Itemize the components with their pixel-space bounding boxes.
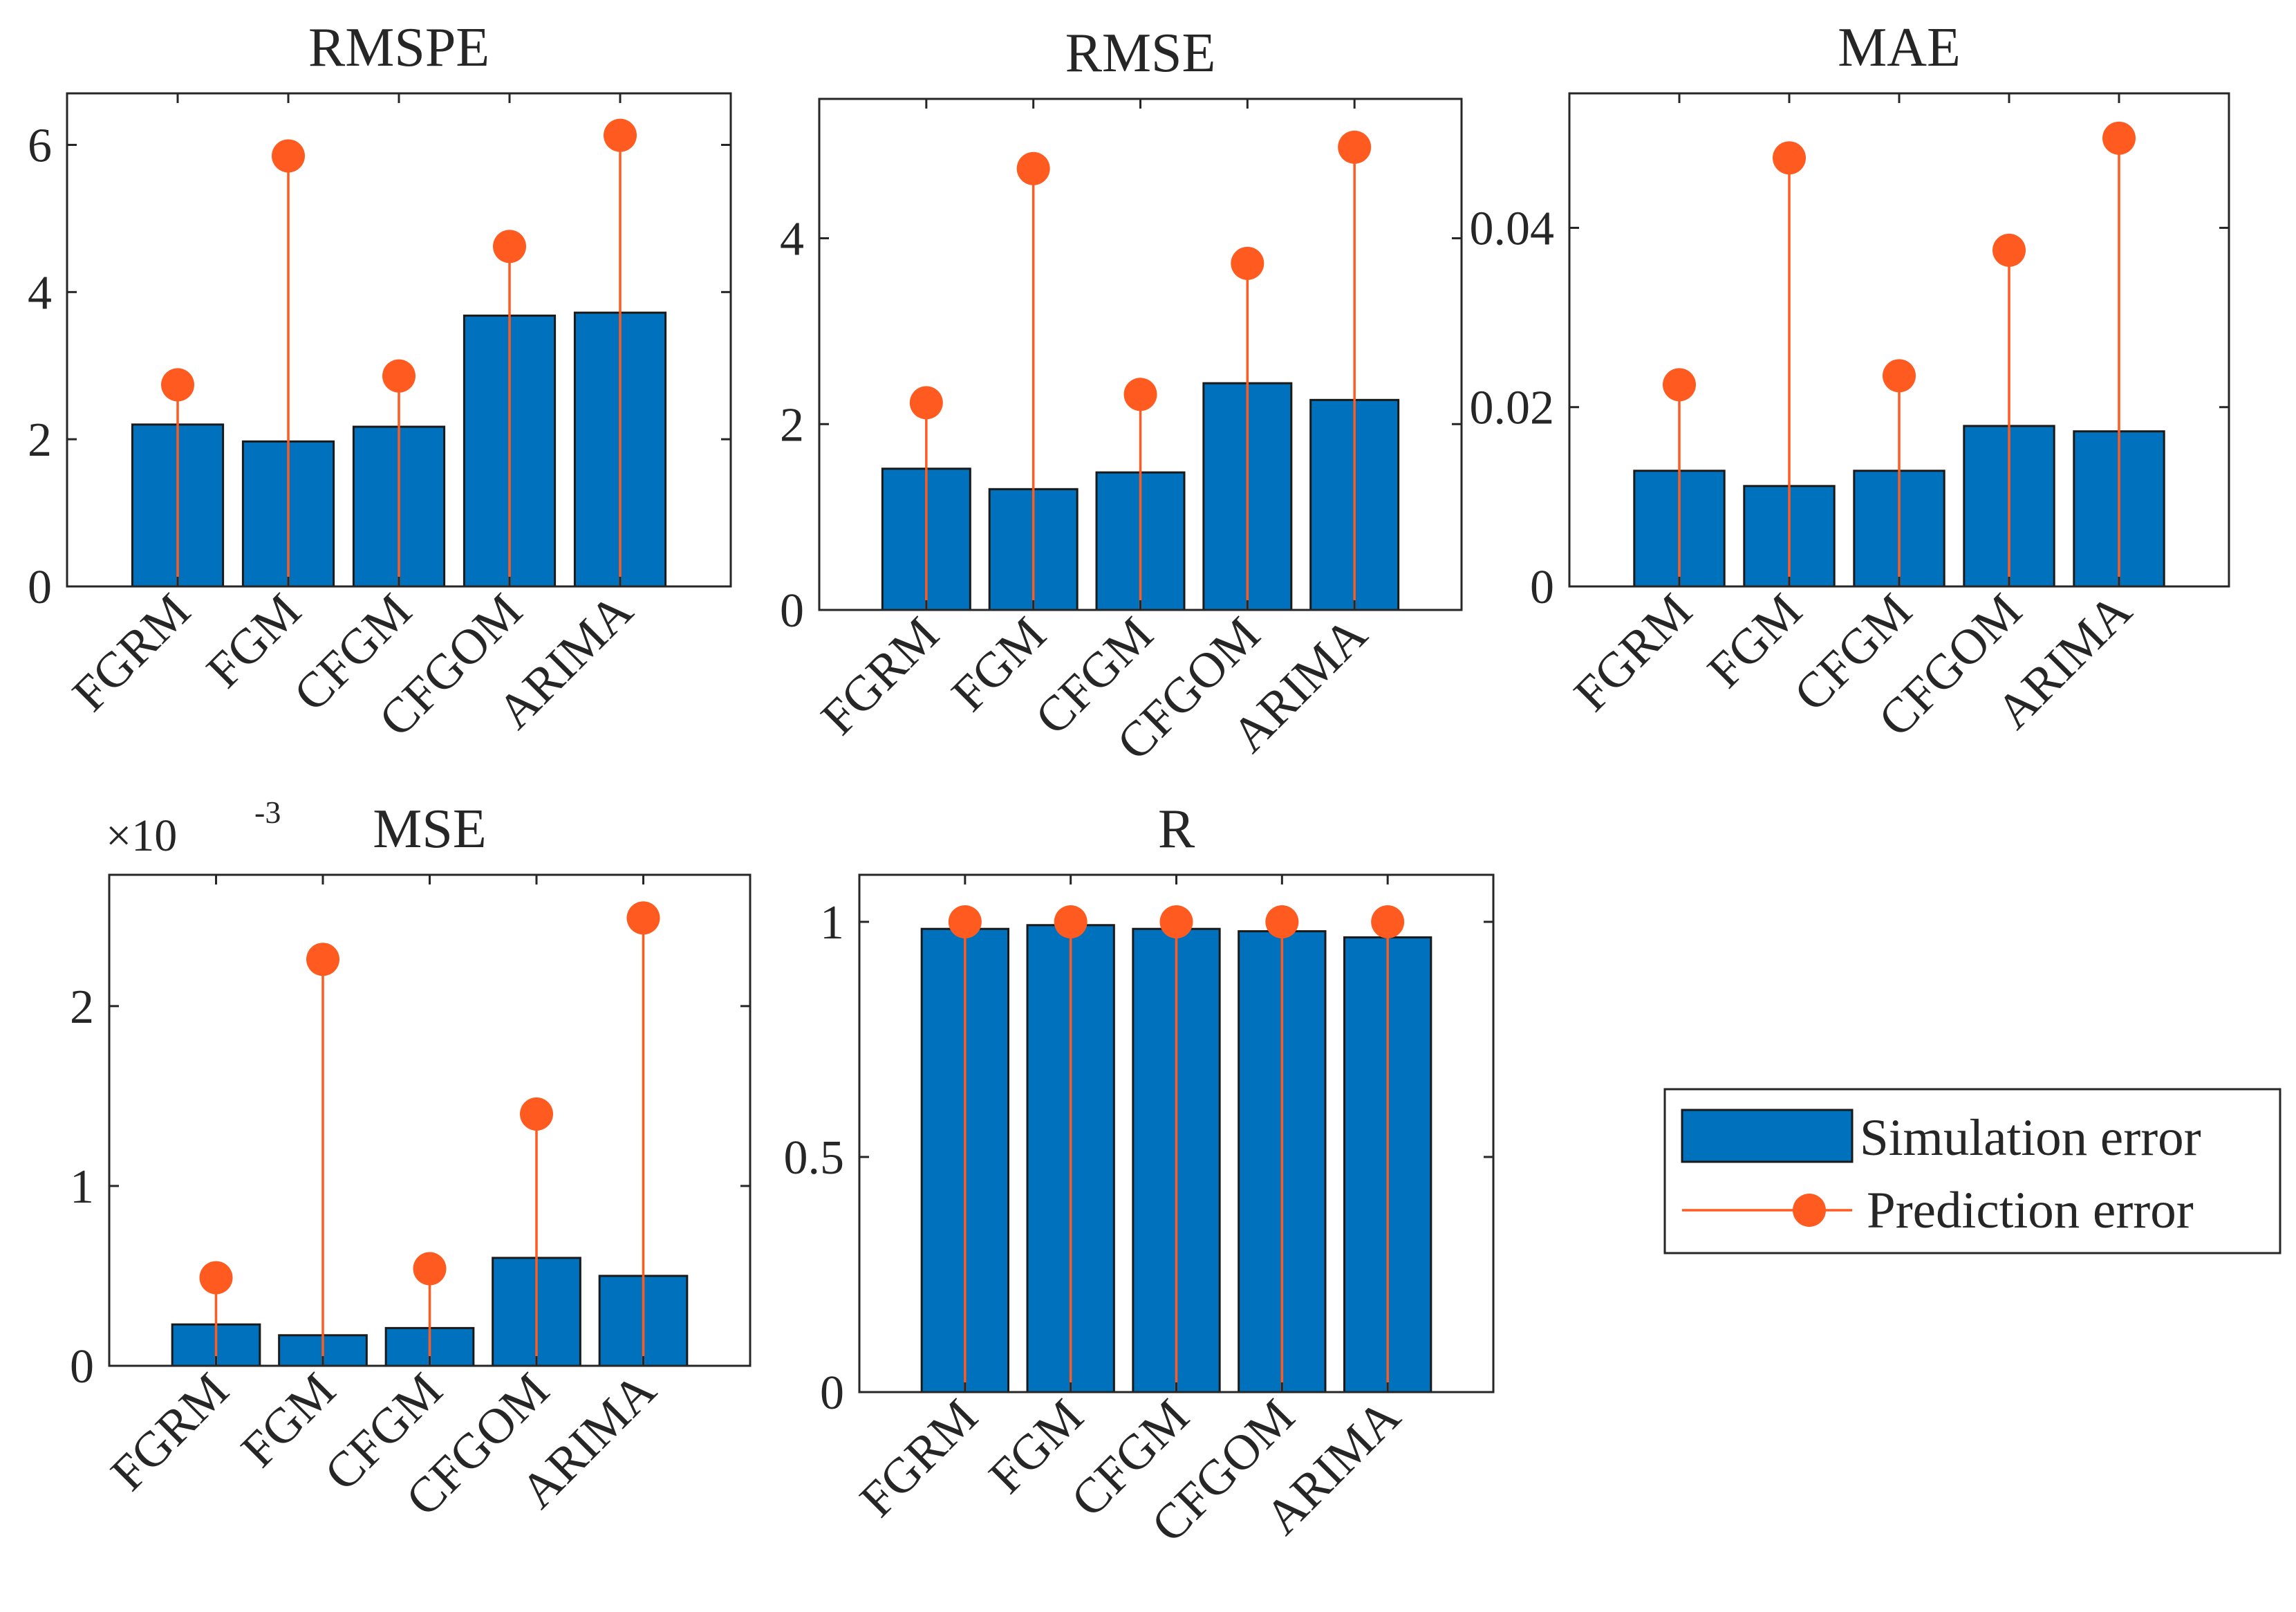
marker-prediction-arima <box>2102 121 2136 155</box>
y-tick-label: 0 <box>1530 561 1554 614</box>
subplot-group: RMSPE0246FGRMFGMCFGMCFGOMARIMARMSE024FGR… <box>28 17 2230 1553</box>
marker-prediction-cfgm <box>1883 359 1916 393</box>
x-tick-label-fgrm: FGRM <box>62 583 200 722</box>
legend: Simulation error Prediction error <box>1663 1088 2281 1254</box>
x-tick-label-fgrm: FGRM <box>1563 583 1702 722</box>
marker-prediction-arima <box>1338 130 1372 164</box>
y-exponent-power: -3 <box>254 795 281 830</box>
marker-prediction-fgrm <box>199 1261 233 1295</box>
y-tick-label: 1 <box>820 896 844 949</box>
y-tick-label: 6 <box>28 119 52 172</box>
y-tick-label: 0.04 <box>1470 202 1555 255</box>
subplot-title: MAE <box>1838 17 1961 78</box>
y-tick-label: 0 <box>28 561 52 614</box>
marker-prediction-cfgm <box>413 1252 447 1286</box>
marker-prediction-fgm <box>306 943 339 976</box>
marker-prediction-fgrm <box>948 905 982 938</box>
y-tick-label: 0 <box>780 584 804 638</box>
marker-prediction-fgm <box>1016 151 1050 185</box>
marker-prediction-arima <box>1371 905 1405 938</box>
marker-prediction-cfgm <box>1123 378 1157 411</box>
marker-prediction-cfgom <box>520 1097 553 1131</box>
marker-prediction-fgrm <box>909 386 943 420</box>
y-tick-label: 4 <box>780 213 804 266</box>
marker-prediction-arima <box>604 118 637 152</box>
marker-prediction-cfgom <box>1992 233 2026 267</box>
marker-prediction-fgrm <box>161 368 194 402</box>
marker-prediction-cfgm <box>1159 905 1193 938</box>
marker-prediction-fgm <box>1054 905 1088 938</box>
marker-prediction-cfgm <box>382 359 416 393</box>
x-tick-label-fgrm: FGRM <box>849 1389 988 1528</box>
x-tick-label-fgrm: FGRM <box>810 606 949 745</box>
legend-label-prediction: Prediction error <box>1867 1182 2194 1239</box>
y-tick-label: 0.02 <box>1470 382 1555 435</box>
subplot-title: RMSE <box>1065 23 1216 84</box>
y-tick-label: 1 <box>70 1160 94 1214</box>
legend-label-simulation: Simulation error <box>1860 1109 2201 1167</box>
y-tick-label: 4 <box>28 266 52 319</box>
subplot-title: RMSPE <box>308 17 489 78</box>
y-tick-label: 0.5 <box>784 1131 845 1185</box>
y-tick-label: 2 <box>70 981 94 1034</box>
marker-prediction-cfgom <box>493 230 526 263</box>
y-tick-label: 0 <box>70 1340 94 1393</box>
subplot-title: MSE <box>373 799 487 860</box>
x-tick-label-fgrm: FGRM <box>100 1362 239 1501</box>
y-tick-label: 2 <box>780 398 804 452</box>
marker-prediction-cfgom <box>1265 905 1299 938</box>
subplot-title: R <box>1158 799 1195 860</box>
y-tick-label: 0 <box>820 1367 844 1420</box>
marker-prediction-cfgom <box>1231 246 1264 280</box>
marker-prediction-arima <box>626 901 660 935</box>
marker-prediction-fgm <box>1773 141 1806 175</box>
marker-prediction-fgrm <box>1663 368 1696 402</box>
legend-marker-prediction <box>1793 1194 1826 1227</box>
marker-prediction-fgm <box>272 139 305 173</box>
y-tick-label: 2 <box>28 414 52 467</box>
legend-swatch-simulation <box>1681 1109 1854 1163</box>
y-exponent-label: ×10 <box>106 810 177 861</box>
